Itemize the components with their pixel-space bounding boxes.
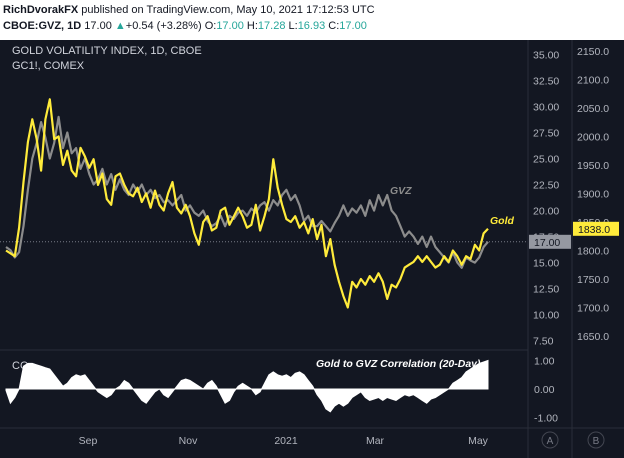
gold-tick-label: 1650.0 [577,331,609,343]
low-label: L: [288,20,298,32]
gold-tick-label: 1700.0 [577,303,609,315]
gold-last-value: 1838.0 [578,224,610,236]
time-axis[interactable]: Sep Nov 2021 Mar May [79,435,489,447]
gvz-last-value: 17.00 [534,237,560,249]
x-tick-label: Sep [79,435,98,447]
publish-line: RichDvorakFX published on TradingView.co… [3,4,375,16]
gvz-price-axis[interactable]: 35.0032.5030.0027.5025.0022.5020.0017.50… [529,49,571,348]
close-label: C: [328,20,340,32]
gvz-tick-label: 35.00 [533,49,559,61]
correlation-axis[interactable]: 1.00 0.00 -1.00 [534,356,558,425]
gold-tick-label: 1750.0 [577,274,609,286]
x-tick-label: May [468,435,489,447]
gold-tick-label: 2050.0 [577,103,609,115]
correlation-plot[interactable]: Gold to GVZ Correlation (20-Day) [5,358,489,413]
gvz-tick-label: 10.00 [533,310,559,322]
chart-title: GOLD VOLATILITY INDEX, 1D, CBOE [12,45,202,57]
scale-badge-circle [587,431,605,449]
gvz-annotation: GVZ [390,185,412,197]
x-tick-label: Mar [366,435,385,447]
last-price: 17.00 [84,20,112,32]
gvz-last-value-badge [529,234,571,249]
price-change: +0.54 (+3.28%) [125,20,202,32]
cc-tick-label: 1.00 [534,356,555,368]
series-line-gold[interactable] [5,98,489,309]
high-label: H: [246,20,258,32]
gvz-tick-label: 15.00 [533,258,559,270]
cc-tick-label: 0.00 [534,384,555,396]
scale-badge-label: B [593,436,600,447]
series-area-cc[interactable] [5,359,489,413]
low-value: 16.93 [297,20,326,32]
gvz-tick-label: 32.50 [533,75,559,87]
gvz-tick-label: 30.00 [533,102,559,114]
gold-tick-label: 1800.0 [577,246,609,258]
gold-tick-label: 1950.0 [577,160,609,172]
gvz-tick-label: 12.50 [533,284,559,296]
publish-info: published on TradingView.com, May 10, 20… [81,4,375,16]
ohlc-line: CBOE:GVZ, 1D 17.00 ▲+0.54 (+3.28%) O:17.… [3,20,367,32]
gvz-tick-label: 20.00 [533,206,559,218]
gold-price-axis[interactable]: 2150.02100.02050.02000.01950.01900.01850… [573,46,619,343]
x-tick-label: 2021 [274,435,298,447]
gold-tick-label: 1900.0 [577,188,609,200]
author-name[interactable]: RichDvorakFX [3,4,79,16]
header: RichDvorakFX published on TradingView.co… [0,0,624,40]
chart-subtitle: GC1!, COMEX [12,60,85,72]
main-plot[interactable]: GVZ Gold [0,98,528,309]
scale-badge-circle [541,431,559,449]
chart-area[interactable]: GOLD VOLATILITY INDEX, 1D, CBOE GC1!, CO… [0,40,624,458]
scale-badge-label: A [547,436,554,447]
gold-annotation: Gold [490,215,514,227]
x-tick-label: Nov [179,435,198,447]
gvz-tick-label: 27.50 [533,128,559,140]
gvz-tick-label: 25.00 [533,154,559,166]
gold-tick-label: 2100.0 [577,74,609,86]
gvz-tick-label: 22.50 [533,180,559,192]
up-arrow-icon: ▲ [114,20,126,32]
chart-svg[interactable]: GOLD VOLATILITY INDEX, 1D, CBOE GC1!, CO… [0,40,624,458]
high-value: 17.28 [257,20,286,32]
gold-tick-label: 2150.0 [577,46,609,58]
gold-last-value-badge [573,221,619,236]
gold-tick-label: 2000.0 [577,131,609,143]
series-line-gvz[interactable] [5,115,489,269]
open-value: 17.00 [216,20,244,32]
cc-tick-label: -1.00 [534,413,558,425]
cc-title: Gold to GVZ Correlation (20-Day) [316,358,481,370]
open-label: O: [204,20,217,32]
symbol-label: CBOE:GVZ, 1D [3,20,82,32]
gvz-tick-label: 7.50 [533,336,554,348]
close-value: 17.00 [339,20,367,32]
